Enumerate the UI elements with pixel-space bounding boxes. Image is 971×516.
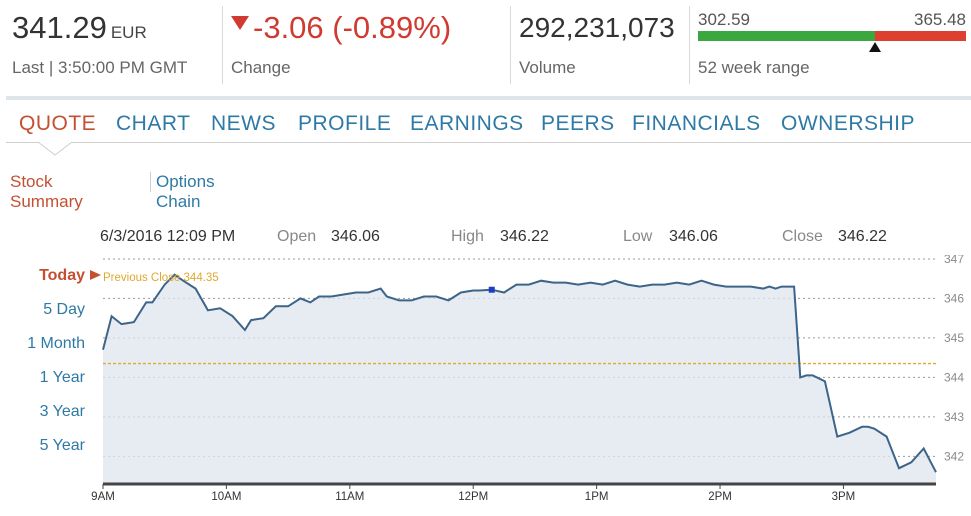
stats-close-value: 346.22 — [838, 228, 887, 245]
price-chart[interactable]: Previous Close 344.35 347 346 345 344 343 342… — [0, 255, 971, 510]
price-line — [102, 273, 937, 473]
x-tick-label: 10AM — [211, 491, 241, 503]
x-tick-label: 12PM — [458, 491, 488, 503]
tab-financials[interactable]: FINANCIALS — [632, 112, 761, 135]
y-tick-label: 342 — [944, 449, 964, 463]
subtab-divider — [150, 172, 151, 192]
stats-high-label: High — [451, 228, 484, 245]
header-divider — [689, 6, 690, 84]
range-label: 52 week range — [698, 58, 810, 77]
tab-chart[interactable]: CHART — [116, 112, 191, 135]
range-3-year[interactable]: 3 Year — [39, 403, 85, 420]
x-tick-label: 11AM — [335, 491, 364, 503]
header-divider — [222, 6, 223, 84]
range-marker-icon — [868, 42, 881, 52]
y-tick-label: 343 — [944, 410, 964, 424]
quote-header: 341.29 EUR Last | 3:50:00 PM GMT -3.06 (-… — [0, 0, 971, 96]
y-axis-ticks: 347 346 345 344 343 342 — [944, 255, 964, 463]
active-tab-caret-icon — [38, 142, 72, 156]
x-tick-label: 3PM — [832, 491, 856, 503]
range-high: 365.48 — [914, 10, 966, 29]
volume-label: Volume — [519, 58, 576, 77]
down-triangle-icon — [231, 16, 249, 30]
previous-close-label: Previous Close 344.35 — [103, 272, 219, 284]
highlight-point-marker — [488, 286, 495, 293]
range-bar-low-segment — [698, 31, 875, 41]
stats-open-label: Open — [277, 228, 317, 245]
tab-news[interactable]: NEWS — [211, 112, 276, 135]
chart-stats-row: 6/3/2016 12:09 PM Open 346.06 High 346.2… — [0, 228, 971, 250]
x-tick-label: 1PM — [585, 491, 609, 503]
range-bar-high-segment — [874, 31, 966, 41]
range-5-year[interactable]: 5 Year — [39, 437, 85, 454]
stats-close-label: Close — [782, 228, 823, 245]
price-currency: EUR — [110, 23, 147, 42]
range-1-year[interactable]: 1 Year — [39, 369, 85, 386]
last-price: 341.29 — [12, 10, 107, 45]
y-tick-label: 346 — [944, 291, 964, 305]
stats-low-label: Low — [623, 228, 653, 245]
change-value: -3.06 (-0.89%) — [253, 10, 452, 45]
volume-value: 292,231,073 — [519, 12, 675, 43]
tabs-underline — [6, 142, 971, 143]
header-divider — [510, 6, 511, 84]
last-time: Last | 3:50:00 PM GMT — [12, 58, 188, 77]
x-tick-label: 9AM — [91, 491, 115, 503]
y-tick-label: 344 — [944, 370, 964, 384]
previous-close-arrow-icon — [90, 270, 101, 280]
range-cell: 302.59 365.48 52 week range — [698, 0, 966, 86]
tab-peers[interactable]: PEERS — [541, 112, 615, 135]
y-tick-label: 347 — [944, 255, 964, 266]
subtab-options-chain[interactable]: Options Chain — [156, 172, 215, 211]
subtab-stock-summary[interactable]: Stock Summary — [10, 172, 83, 211]
y-tick-label: 345 — [944, 331, 964, 345]
range-5-day[interactable]: 5 Day — [43, 301, 85, 318]
change-label: Change — [231, 58, 291, 77]
stats-high-value: 346.22 — [500, 228, 549, 245]
x-axis-ticks: 9AM 10AM 11AM 12PM 1PM 2PM 3PM — [91, 484, 855, 503]
tab-quote[interactable]: QUOTE — [19, 112, 97, 135]
tab-ownership[interactable]: OWNERSHIP — [781, 112, 916, 135]
range-low: 302.59 — [698, 10, 750, 29]
range-bar — [698, 31, 966, 41]
range-today[interactable]: Today — [39, 267, 85, 284]
stats-low-value: 346.06 — [669, 228, 718, 245]
range-1-month[interactable]: 1 Month — [27, 335, 85, 352]
stats-datetime: 6/3/2016 12:09 PM — [100, 228, 236, 245]
tab-profile[interactable]: PROFILE — [298, 112, 392, 135]
x-tick-label: 2PM — [708, 491, 732, 503]
price-area — [103, 274, 936, 484]
header-separator — [6, 96, 971, 100]
tab-earnings[interactable]: EARNINGS — [410, 112, 524, 135]
main-tabs: QUOTE CHART NEWS PROFILE EARNINGS PEERS … — [0, 108, 971, 142]
stats-open-value: 346.06 — [331, 228, 380, 245]
